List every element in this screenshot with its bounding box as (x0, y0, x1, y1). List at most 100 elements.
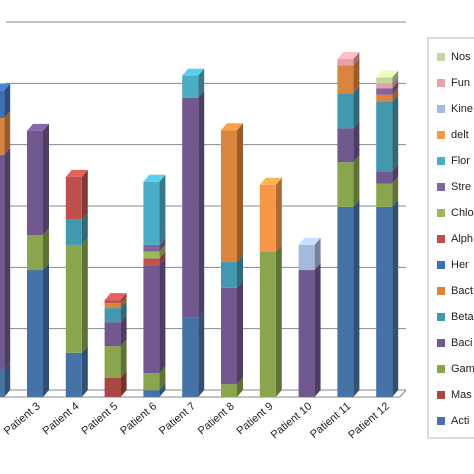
legend-label: Fun (451, 77, 470, 89)
legend-label: Flor (451, 155, 470, 167)
bar-segment (0, 369, 5, 397)
bar-side (198, 90, 205, 318)
legend-label: Beta (451, 311, 474, 323)
bar-top (104, 293, 127, 301)
bar-segment (104, 303, 121, 309)
bar-segment (376, 206, 393, 397)
bar-side (43, 123, 49, 236)
bar-side (392, 81, 399, 95)
x-tick-label: Patient 7 (157, 400, 198, 437)
bar-segment (27, 235, 43, 271)
bar-segment (221, 130, 237, 263)
bar-segment (143, 251, 160, 259)
legend-swatch (437, 417, 445, 425)
bar-top (143, 174, 166, 182)
bar-side (159, 383, 166, 397)
x-tick-label: Patient 4 (41, 400, 82, 437)
legend-swatch (437, 391, 445, 399)
bar-segment (221, 287, 237, 385)
bar-side (237, 123, 243, 263)
bar-segment (337, 128, 354, 163)
bar-top (259, 177, 282, 185)
bar-segment (65, 219, 82, 245)
bar-segment (182, 75, 199, 98)
bar-segment (104, 377, 121, 397)
bar-segment (337, 65, 354, 94)
bar-segment (65, 176, 82, 220)
bar-side (275, 244, 282, 397)
bar-side (353, 86, 360, 129)
bar-segment (337, 206, 354, 397)
bar-side (392, 94, 399, 172)
legend-swatch (437, 157, 445, 165)
legend-label: Her (451, 259, 469, 271)
bar-side (392, 176, 399, 207)
legend-box (427, 37, 474, 439)
bar-segment (65, 244, 82, 353)
bar-side (159, 251, 166, 266)
legend-swatch (437, 339, 445, 347)
bar-segment (104, 300, 121, 304)
x-tick-label: Patient 11 (308, 400, 353, 441)
bar-segment (376, 101, 393, 172)
bar-side (237, 255, 243, 288)
bar-segment (259, 184, 276, 252)
bar-top (182, 68, 205, 76)
bar-side (4, 110, 11, 155)
bar-top (65, 169, 88, 177)
bar-side (159, 366, 166, 391)
bar-side (81, 237, 88, 353)
bar-side (120, 301, 127, 323)
bar-side (198, 68, 205, 98)
bar-segment (376, 94, 393, 102)
bar-segment (337, 93, 354, 129)
legend-label: Kine (451, 103, 473, 115)
bar-side (353, 121, 360, 163)
bar-segment (259, 251, 276, 397)
bar-side (4, 147, 11, 370)
bar-side (353, 52, 360, 66)
bar-segment (104, 322, 121, 347)
bar-segment (182, 97, 199, 318)
x-tick-label: Patient 5 (79, 400, 120, 437)
bar-side (314, 237, 321, 271)
bar-side (4, 83, 11, 118)
legend-swatch (437, 79, 445, 87)
legend-label: Bact (451, 285, 473, 297)
bar-side (4, 362, 11, 397)
bar-segment (298, 270, 315, 397)
bar-side (120, 315, 127, 347)
bar-segment (221, 384, 237, 397)
bar-segment (376, 88, 393, 95)
bar-side (120, 293, 127, 304)
bar-side (198, 310, 205, 397)
bar-top (0, 83, 11, 91)
legend-swatch (437, 287, 445, 295)
bar-segment (65, 352, 82, 397)
bar-side (392, 70, 399, 84)
bar-segment (143, 258, 160, 266)
legend-swatch (437, 131, 445, 139)
bar-side (353, 199, 360, 397)
legend-label: Stre (451, 181, 471, 193)
bar-side (159, 237, 166, 252)
bar-side (392, 164, 399, 184)
bar-segment (221, 262, 237, 288)
bar-segment (143, 390, 160, 397)
bar-side (159, 258, 166, 374)
bar-segment (376, 77, 393, 84)
bar-side (392, 199, 399, 397)
bar-top (376, 70, 399, 78)
bar-segment (0, 154, 5, 370)
bar-segment (376, 83, 393, 89)
bar-side (237, 377, 243, 397)
bar-segment (0, 117, 5, 155)
legend-swatch (437, 209, 445, 217)
legend-swatch (437, 53, 445, 61)
bar-side (43, 263, 49, 397)
legend-label: Nos (451, 51, 471, 63)
bar-side (43, 228, 49, 271)
bar-side (120, 370, 127, 397)
bar-side (392, 87, 399, 102)
